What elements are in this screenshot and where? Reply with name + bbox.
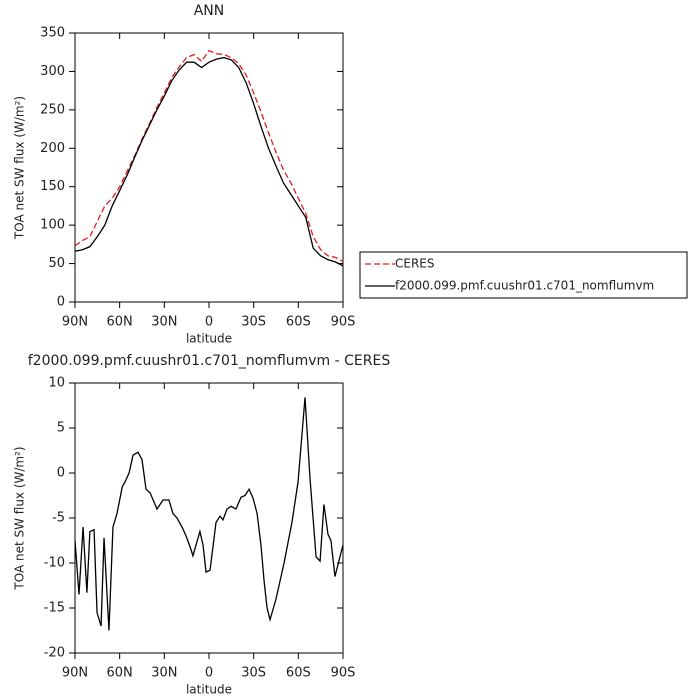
x-axis-label: latitude [186, 683, 232, 697]
y-tick-label: -10 [44, 556, 65, 571]
y-tick-label: 200 [40, 141, 65, 156]
y-tick-label: 350 [40, 26, 65, 41]
x-tick-label: 30S [241, 315, 266, 330]
chart-title: ANN [194, 3, 225, 19]
x-tick-label: 60N [107, 666, 133, 681]
data-line [74, 397, 344, 631]
y-tick-label: 0 [57, 295, 65, 310]
y-axis-label: TOA net SW flux (W/m²) [13, 446, 27, 590]
y-tick-label: 250 [40, 102, 65, 117]
x-tick-label: 90N [62, 315, 88, 330]
legend-label: f2000.099.pmf.cuushr01.c701_nomflumvm [395, 279, 654, 293]
chart-title: f2000.099.pmf.cuushr01.c701_nomflumvm - … [28, 353, 391, 369]
legend-box [359, 251, 688, 299]
y-tick-label: 100 [40, 218, 65, 233]
x-tick-label: 90N [62, 666, 88, 681]
y-tick-label: -20 [44, 646, 65, 661]
x-tick-label: 30N [151, 315, 177, 330]
x-tick-label: 90S [331, 666, 356, 681]
x-tick-label: 60S [286, 666, 311, 681]
y-tick-label: -15 [44, 601, 65, 616]
x-tick-label: 0 [205, 666, 213, 681]
plot-frame [74, 32, 344, 303]
x-tick-label: 90S [331, 315, 356, 330]
x-tick-label: 0 [205, 315, 213, 330]
y-axis-label: TOA net SW flux (W/m²) [13, 96, 27, 240]
x-tick-label: 60N [107, 315, 133, 330]
x-tick-label: 30N [151, 666, 177, 681]
y-tick-label: 50 [48, 256, 65, 271]
y-tick-label: 10 [48, 376, 65, 391]
y-tick-label: -5 [52, 511, 65, 526]
data-line [74, 49, 344, 262]
x-tick-label: 60S [286, 315, 311, 330]
y-tick-label: 300 [40, 64, 65, 79]
legend-label: CERES [395, 257, 435, 271]
x-tick-label: 30S [241, 666, 266, 681]
x-axis-label: latitude [186, 332, 232, 346]
y-tick-label: 150 [40, 179, 65, 194]
data-line [74, 56, 344, 267]
y-tick-label: 0 [57, 466, 65, 481]
y-tick-label: 5 [57, 421, 65, 436]
